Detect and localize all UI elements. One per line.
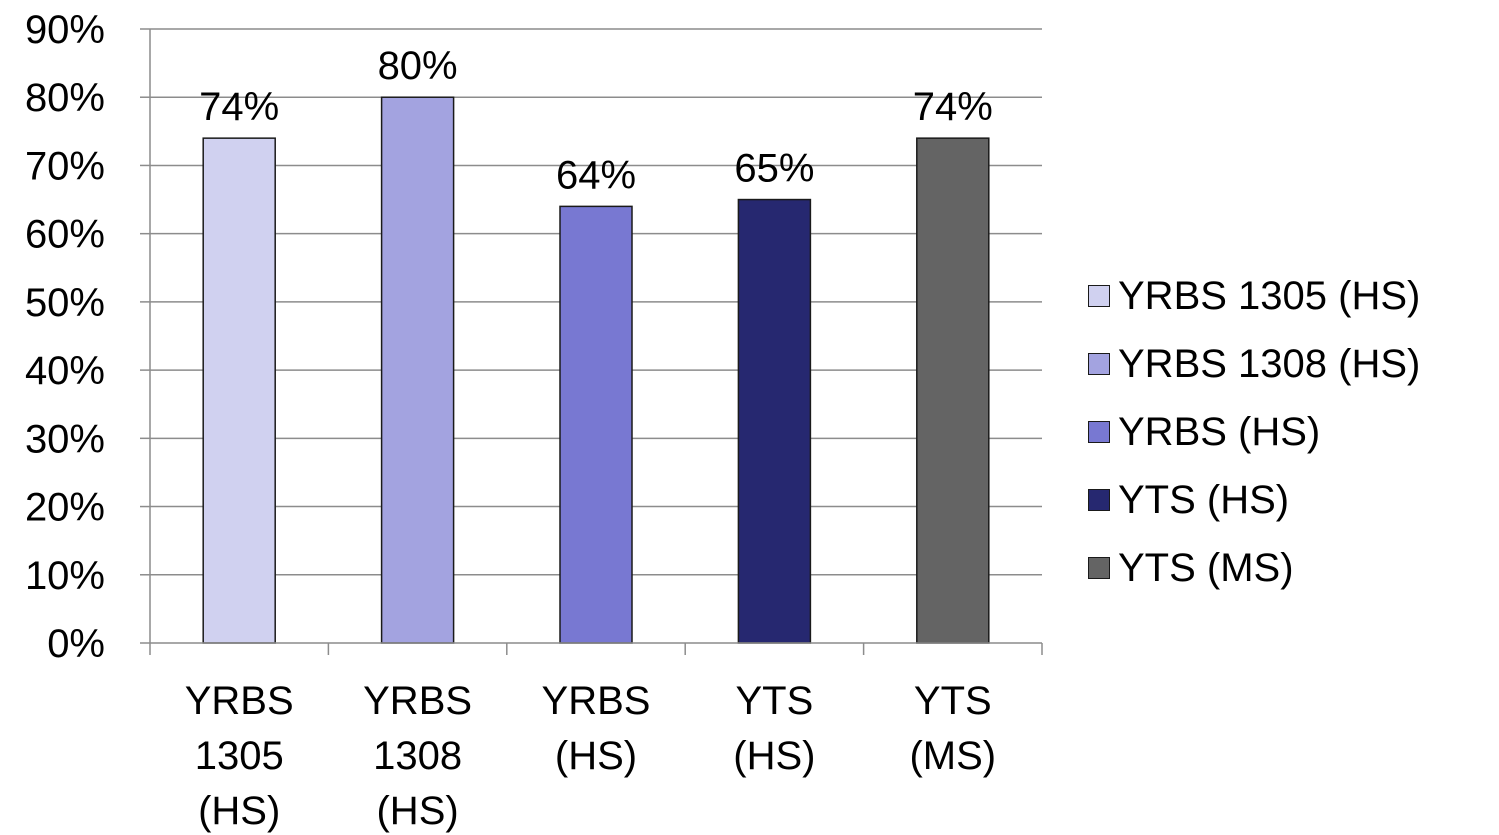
x-axis-category-labels: YRBS 1305 (HS) YRBS 1308 (HS) YRBS (HS) YTS (HS) Y… xyxy=(185,679,996,833)
legend-label: YRBS 1308 (HS) xyxy=(1118,342,1421,386)
y-tick-label: 50% xyxy=(25,281,105,325)
bar xyxy=(202,137,276,644)
y-tick-label: 90% xyxy=(25,8,105,52)
legend-swatch xyxy=(1088,557,1110,579)
legend-swatch xyxy=(1088,285,1110,307)
y-tick-label: 0% xyxy=(47,622,105,666)
y-tick-label: 40% xyxy=(25,349,105,393)
x-tick-label: YTS xyxy=(736,679,814,723)
x-tick-label: 1308 xyxy=(373,734,462,778)
legend-label: YTS (MS) xyxy=(1118,546,1294,590)
legend-item: YRBS 1305 (HS) xyxy=(1088,262,1420,330)
legend-item: YRBS (HS) xyxy=(1088,398,1420,466)
legend: YRBS 1305 (HS) YRBS 1308 (HS) YRBS (HS) … xyxy=(1088,262,1420,602)
data-label: 80% xyxy=(378,44,458,88)
x-tick-label: (HS) xyxy=(555,734,637,778)
x-tick-label: (HS) xyxy=(198,789,280,833)
legend-label: YRBS 1305 (HS) xyxy=(1118,274,1421,318)
legend-item: YTS (MS) xyxy=(1088,534,1420,602)
legend-swatch xyxy=(1088,421,1110,443)
x-tick-label: (HS) xyxy=(376,789,458,833)
bar xyxy=(559,205,633,644)
x-tick-label: YRBS xyxy=(363,679,472,723)
bar xyxy=(916,137,990,644)
bar xyxy=(380,96,455,644)
data-label: 65% xyxy=(734,147,814,191)
data-label: 64% xyxy=(556,153,636,197)
bars xyxy=(202,96,990,644)
data-label: 74% xyxy=(199,85,279,129)
x-tick-label: (MS) xyxy=(909,734,996,778)
legend-swatch xyxy=(1088,353,1110,375)
data-label: 74% xyxy=(913,85,993,129)
y-tick-label: 20% xyxy=(25,486,105,530)
legend-item: YTS (HS) xyxy=(1088,466,1420,534)
legend-swatch xyxy=(1088,489,1110,511)
x-tick-label: YRBS xyxy=(542,679,651,723)
data-labels: 74% 80% 64% 65% 74% xyxy=(199,44,993,197)
legend-label: YRBS (HS) xyxy=(1118,410,1321,454)
x-tick-label: YRBS xyxy=(185,679,294,723)
x-tick-label: (HS) xyxy=(733,734,815,778)
bar xyxy=(737,198,812,644)
legend-item: YRBS 1308 (HS) xyxy=(1088,330,1420,398)
x-tick-label: YTS xyxy=(914,679,992,723)
y-axis-tick-labels: 0% 10% 20% 30% 40% 50% 60% 70% 80% 90% xyxy=(25,8,105,666)
legend-label: YTS (HS) xyxy=(1118,478,1290,522)
axes xyxy=(140,28,1043,655)
y-tick-label: 80% xyxy=(25,76,105,120)
y-tick-label: 70% xyxy=(25,144,105,188)
y-tick-label: 60% xyxy=(25,213,105,257)
x-tick-label: 1305 xyxy=(195,734,284,778)
y-tick-label: 10% xyxy=(25,554,105,598)
y-tick-label: 30% xyxy=(25,417,105,461)
